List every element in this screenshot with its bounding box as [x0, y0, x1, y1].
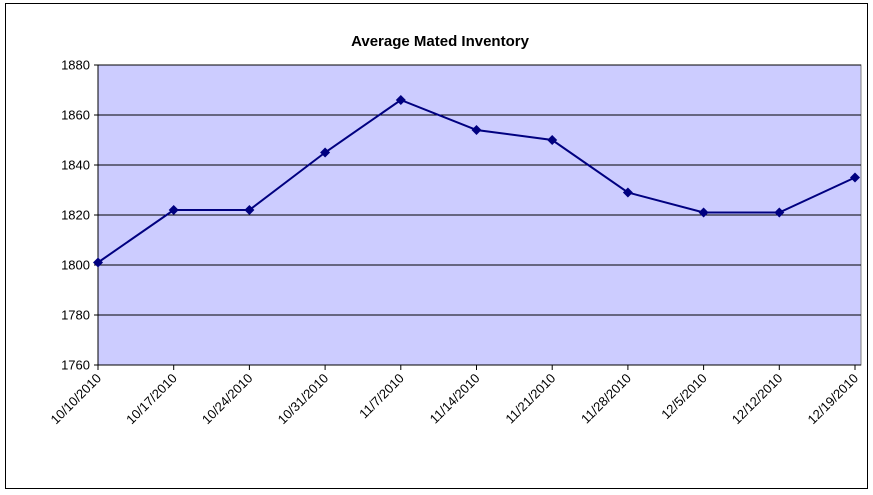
data-point [622, 187, 633, 198]
data-point [168, 205, 179, 215]
data-point [547, 135, 558, 145]
data-point [850, 172, 860, 183]
y-tick-label: 1820 [61, 208, 90, 223]
data-point [320, 147, 331, 158]
data-point [774, 207, 785, 218]
data-point [471, 125, 482, 135]
y-tick-label: 1880 [61, 58, 90, 73]
chart-title: Average Mated Inventory [351, 33, 529, 50]
data-point [244, 205, 255, 215]
data-point [395, 95, 406, 105]
y-tick-label: 1840 [61, 158, 90, 173]
y-tick-label: 1780 [61, 308, 90, 323]
y-tick-label: 1760 [61, 358, 90, 373]
y-tick-label: 1860 [61, 108, 90, 123]
y-tick-label: 1800 [61, 258, 90, 273]
data-point [93, 257, 103, 268]
data-point [698, 207, 709, 218]
